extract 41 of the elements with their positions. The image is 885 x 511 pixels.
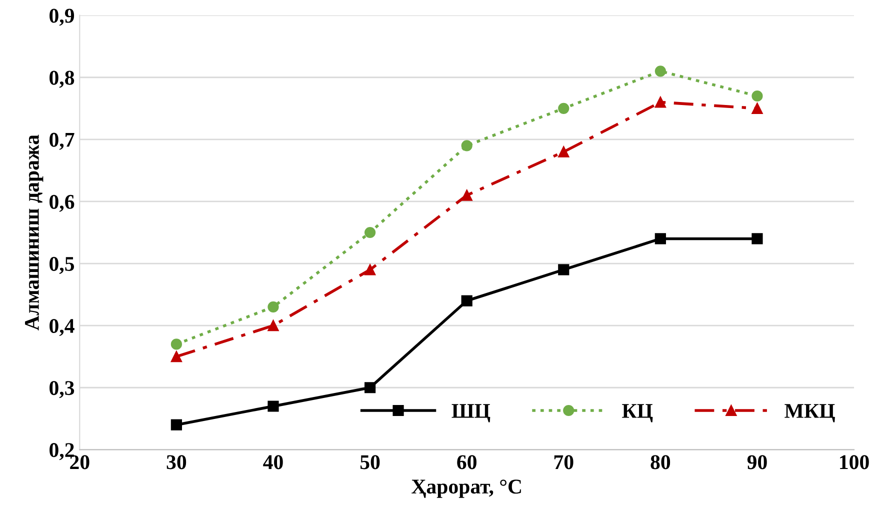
point	[654, 96, 666, 108]
point	[558, 146, 570, 158]
y-tick-label: 0,3	[50, 381, 74, 398]
point	[461, 295, 472, 306]
y-tick-label: 0,7	[50, 132, 74, 150]
point	[170, 338, 182, 350]
point	[170, 351, 182, 362]
point	[752, 90, 763, 102]
point	[364, 382, 376, 394]
x-tick-label: 40	[263, 455, 283, 470]
legend-label: МКЦ	[784, 404, 835, 422]
point	[558, 102, 570, 114]
point	[170, 419, 182, 430]
x-axis-title: Ҳарорат, °C	[412, 480, 521, 498]
y-tick-label: 0,8	[50, 70, 74, 88]
point	[268, 320, 279, 332]
x-tick-label: 50	[360, 455, 380, 470]
point	[364, 264, 376, 276]
x-tick-label: 60	[457, 455, 476, 470]
x-tick-label: 80	[650, 455, 670, 470]
y-tick-label: 0,6	[50, 194, 74, 212]
y-tick-label: 0,5	[50, 256, 74, 274]
point	[752, 102, 763, 114]
point	[364, 226, 376, 238]
x-tick-label: 100	[840, 455, 869, 470]
x-tick-label: 30	[166, 455, 186, 470]
y-axis-title: Алмашиниш даража	[25, 134, 44, 330]
legend-label: КЦ	[622, 404, 653, 422]
point	[654, 233, 666, 244]
y-tick-label: 0,4	[50, 318, 74, 336]
point	[461, 190, 472, 201]
point	[752, 233, 763, 244]
point	[461, 140, 472, 152]
x-tick-label: 70	[554, 455, 574, 470]
point	[558, 264, 570, 276]
point	[654, 66, 666, 77]
point	[268, 400, 279, 412]
y-tick-label: 0,9	[50, 8, 74, 26]
x-tick-label: 90	[747, 455, 767, 470]
point	[268, 301, 279, 313]
legend-label: ШЦ	[452, 404, 490, 422]
